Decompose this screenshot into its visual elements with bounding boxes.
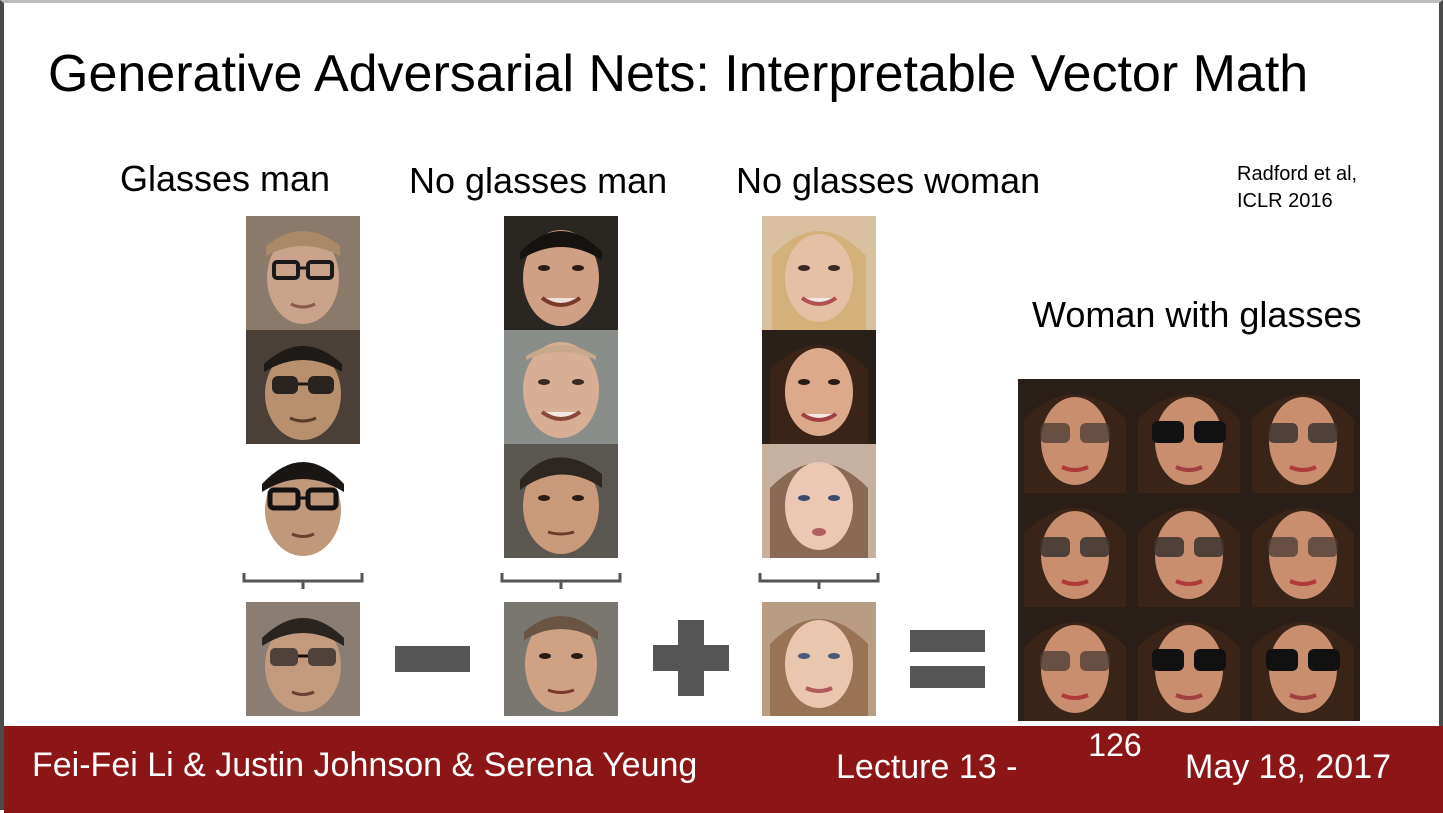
label-no-glasses-woman: No glasses woman (736, 160, 1041, 201)
face-image (504, 216, 618, 330)
average-no-glasses-man (504, 602, 618, 716)
footer-page-number: 126 (1088, 727, 1142, 763)
footer-date: May 18, 2017 (1185, 748, 1392, 786)
face-image (246, 216, 360, 330)
face-image (504, 444, 618, 558)
face-image (762, 216, 876, 330)
citation: Radford et al, ICLR 2016 (1237, 161, 1357, 215)
slide-title: Generative Adversarial Nets: Interpretab… (48, 45, 1309, 103)
glasses-man-column (246, 216, 360, 558)
face-image (1018, 379, 1132, 493)
minus-icon (395, 646, 470, 672)
bracket-icon (500, 573, 622, 589)
face-image (1018, 493, 1132, 607)
label-woman-with-glasses: Woman with glasses (1032, 294, 1362, 335)
footer-lecture: Lecture 13 - (836, 748, 1018, 786)
face-image (762, 444, 876, 558)
bracket-icon (758, 573, 880, 589)
average-glasses-man (246, 602, 360, 716)
no-glasses-man-column (504, 216, 618, 558)
equals-icon (910, 630, 985, 690)
face-image (246, 330, 360, 444)
face-image (1132, 379, 1246, 493)
no-glasses-woman-column (762, 216, 876, 558)
face-image (1246, 607, 1360, 721)
plus-icon (653, 620, 729, 696)
face-image (504, 330, 618, 444)
result-grid (1018, 379, 1360, 721)
citation-authors: Radford et al, (1237, 163, 1358, 185)
face-image (1246, 379, 1360, 493)
label-glasses-man: Glasses man (120, 158, 331, 199)
label-no-glasses-man: No glasses man (409, 160, 668, 201)
face-image (246, 444, 360, 558)
average-no-glasses-woman (762, 602, 876, 716)
face-image (1246, 493, 1360, 607)
face-image (1018, 607, 1132, 721)
face-image (1132, 493, 1246, 607)
face-image (762, 330, 876, 444)
footer-bar: Fei-Fei Li & Justin Johnson & Serena Yeu… (4, 726, 1443, 813)
citation-venue: ICLR 2016 (1237, 190, 1333, 212)
face-image (1132, 607, 1246, 721)
footer-authors: Fei-Fei Li & Justin Johnson & Serena Yeu… (32, 746, 698, 784)
bracket-icon (242, 573, 364, 589)
